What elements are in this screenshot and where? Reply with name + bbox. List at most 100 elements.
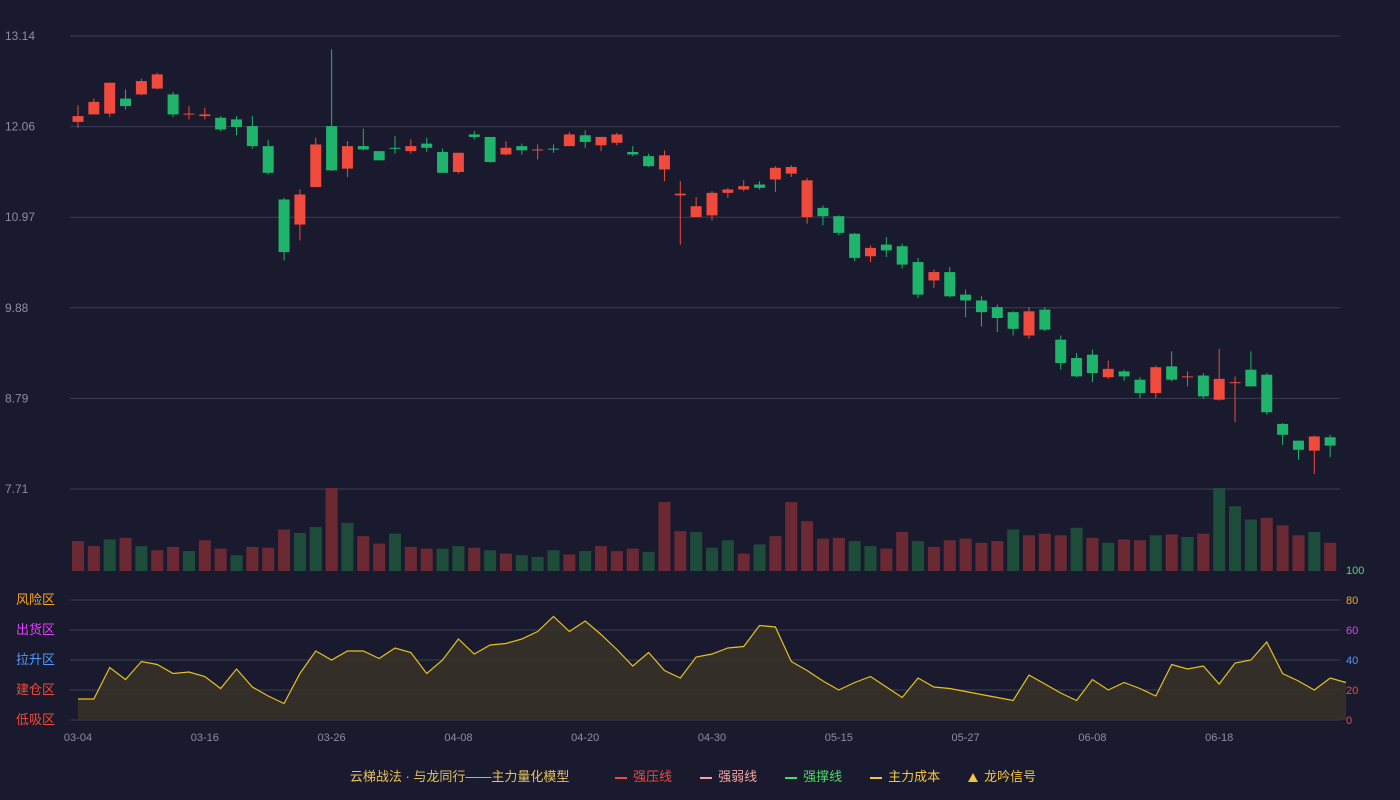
volume-bar — [1102, 542, 1115, 571]
legend-swatch — [968, 773, 979, 783]
price-tick-label: 8.79 — [5, 391, 29, 405]
candle-body — [1166, 366, 1178, 380]
candle-body — [991, 307, 1003, 318]
date-tick-label: 03-16 — [191, 732, 219, 744]
candle-body — [1197, 375, 1209, 397]
volume-bar — [658, 502, 671, 571]
candle-body — [1308, 436, 1320, 451]
candle-body — [548, 148, 559, 150]
price-tick-label: 12.06 — [5, 120, 35, 134]
price-tick-label: 10.97 — [5, 210, 35, 224]
candle-body — [1039, 309, 1051, 330]
volume-bar — [1276, 525, 1289, 571]
volume-bar — [880, 548, 893, 571]
indicator-tick-label: 60 — [1346, 625, 1358, 637]
candle-body — [468, 134, 480, 137]
candle-body — [120, 98, 132, 107]
legend-swatch — [870, 776, 883, 779]
volume-bar — [72, 541, 84, 571]
candle-body — [246, 126, 258, 147]
indicator-area — [78, 616, 1346, 720]
legend-swatch — [785, 776, 798, 779]
volume-bar — [690, 531, 703, 571]
candle-body — [960, 294, 972, 301]
volume-bar — [1260, 517, 1273, 571]
volume-bar — [87, 546, 100, 571]
volume-bar — [1086, 537, 1099, 571]
volume-bar — [293, 532, 306, 571]
indicator-line — [78, 615, 1347, 705]
candle-body — [294, 194, 306, 225]
candle-body — [1182, 376, 1193, 378]
volume-bar — [943, 540, 956, 571]
volume-bar — [721, 540, 734, 571]
volume-bar — [436, 548, 449, 571]
candle-body — [167, 94, 179, 115]
candle-body — [674, 193, 686, 196]
zone-label: 出货区 — [16, 622, 55, 637]
volume-bar — [563, 554, 576, 571]
date-tick-label: 06-18 — [1205, 732, 1233, 744]
date-axis: 03-04 03-16 03-26 04-08 04-20 04-30 05-15 05-27… — [64, 732, 1233, 744]
volume-bar — [484, 550, 497, 571]
volume-bar — [579, 551, 592, 571]
volume-bar — [1023, 535, 1035, 571]
volume-bar — [991, 541, 1004, 571]
volume-bar — [1038, 533, 1051, 571]
volume-bar — [706, 547, 718, 571]
volume-bar — [1165, 534, 1178, 571]
volume-bar — [1149, 535, 1162, 571]
volume-bar — [896, 531, 909, 571]
legend-label: 主力成本 — [888, 769, 941, 784]
volume-bar — [674, 531, 687, 571]
candle-body — [627, 151, 639, 155]
candle-body — [72, 116, 84, 122]
candle-body — [231, 119, 242, 127]
volume-bar — [769, 536, 782, 571]
candle-body — [326, 126, 338, 171]
volume-bar — [262, 547, 275, 571]
candle-body — [88, 101, 100, 115]
candle-body — [643, 156, 655, 167]
indicator-tick-label: 80 — [1346, 595, 1358, 607]
volume-bar — [547, 550, 560, 571]
price-tick-label: 7.71 — [5, 482, 29, 496]
candle-body — [769, 167, 781, 180]
candle-body — [341, 146, 353, 169]
candle-body — [1229, 382, 1241, 384]
volume-bar — [531, 556, 544, 571]
candle-body — [785, 166, 797, 174]
candle-body — [944, 272, 956, 297]
candle-body — [1118, 371, 1130, 377]
volume-bar — [1181, 536, 1194, 571]
candle-body — [722, 189, 734, 193]
volume-bar — [785, 502, 798, 571]
volume-bar — [1292, 535, 1305, 571]
candle-body — [658, 155, 670, 170]
volume-bar — [848, 541, 861, 571]
candle-body — [928, 272, 940, 281]
price-tick-label: 13.14 — [5, 29, 35, 43]
candle-body — [151, 74, 163, 89]
volume-bar — [325, 488, 338, 571]
zone-label: 建仓区 — [16, 682, 55, 697]
volume-bar — [341, 522, 354, 571]
zone-label: 低吸区 — [16, 712, 55, 727]
volume-bar — [389, 533, 401, 571]
legend-item: 主力成本 — [870, 766, 940, 785]
volume-bar — [278, 529, 291, 571]
candle-body — [262, 146, 274, 173]
candle-body — [1261, 374, 1273, 413]
candle-body — [389, 147, 401, 149]
candle-body — [135, 81, 147, 95]
candle-body — [1023, 311, 1035, 336]
candle-body — [801, 180, 813, 218]
volume-bar — [420, 548, 433, 571]
volume-bar — [1308, 531, 1321, 571]
volume-bar — [832, 537, 845, 571]
volume-bar — [1118, 539, 1131, 571]
candle-body — [975, 300, 987, 313]
chart-legend: 云梯战法 · 与龙同行——主力量化模型 强压线 强弱线 强撑线 主力成本 龙吟信号 — [0, 766, 1400, 785]
volume-bar — [1054, 535, 1067, 571]
candle-body — [849, 233, 861, 258]
